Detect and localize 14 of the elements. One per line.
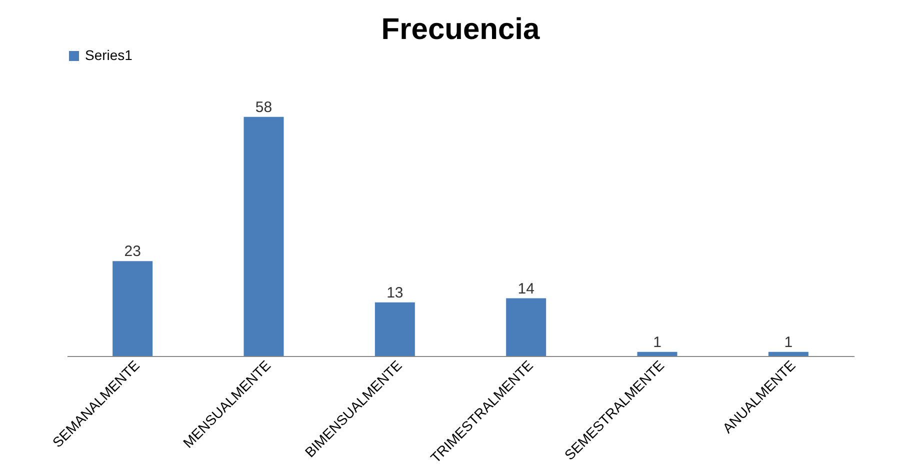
bar — [374, 302, 415, 356]
data-label: 1 — [784, 334, 793, 351]
data-label: 23 — [124, 243, 141, 260]
bar — [244, 116, 284, 356]
data-label: 58 — [255, 98, 272, 116]
data-label: 14 — [518, 280, 534, 298]
chart-title: Frecuencia — [381, 13, 540, 46]
legend-label: Series1 — [85, 47, 133, 63]
data-label: 1 — [653, 334, 662, 351]
bar — [768, 352, 808, 356]
bar — [506, 298, 546, 356]
bar — [112, 261, 153, 356]
data-label: 13 — [386, 284, 404, 302]
bar — [637, 352, 678, 356]
